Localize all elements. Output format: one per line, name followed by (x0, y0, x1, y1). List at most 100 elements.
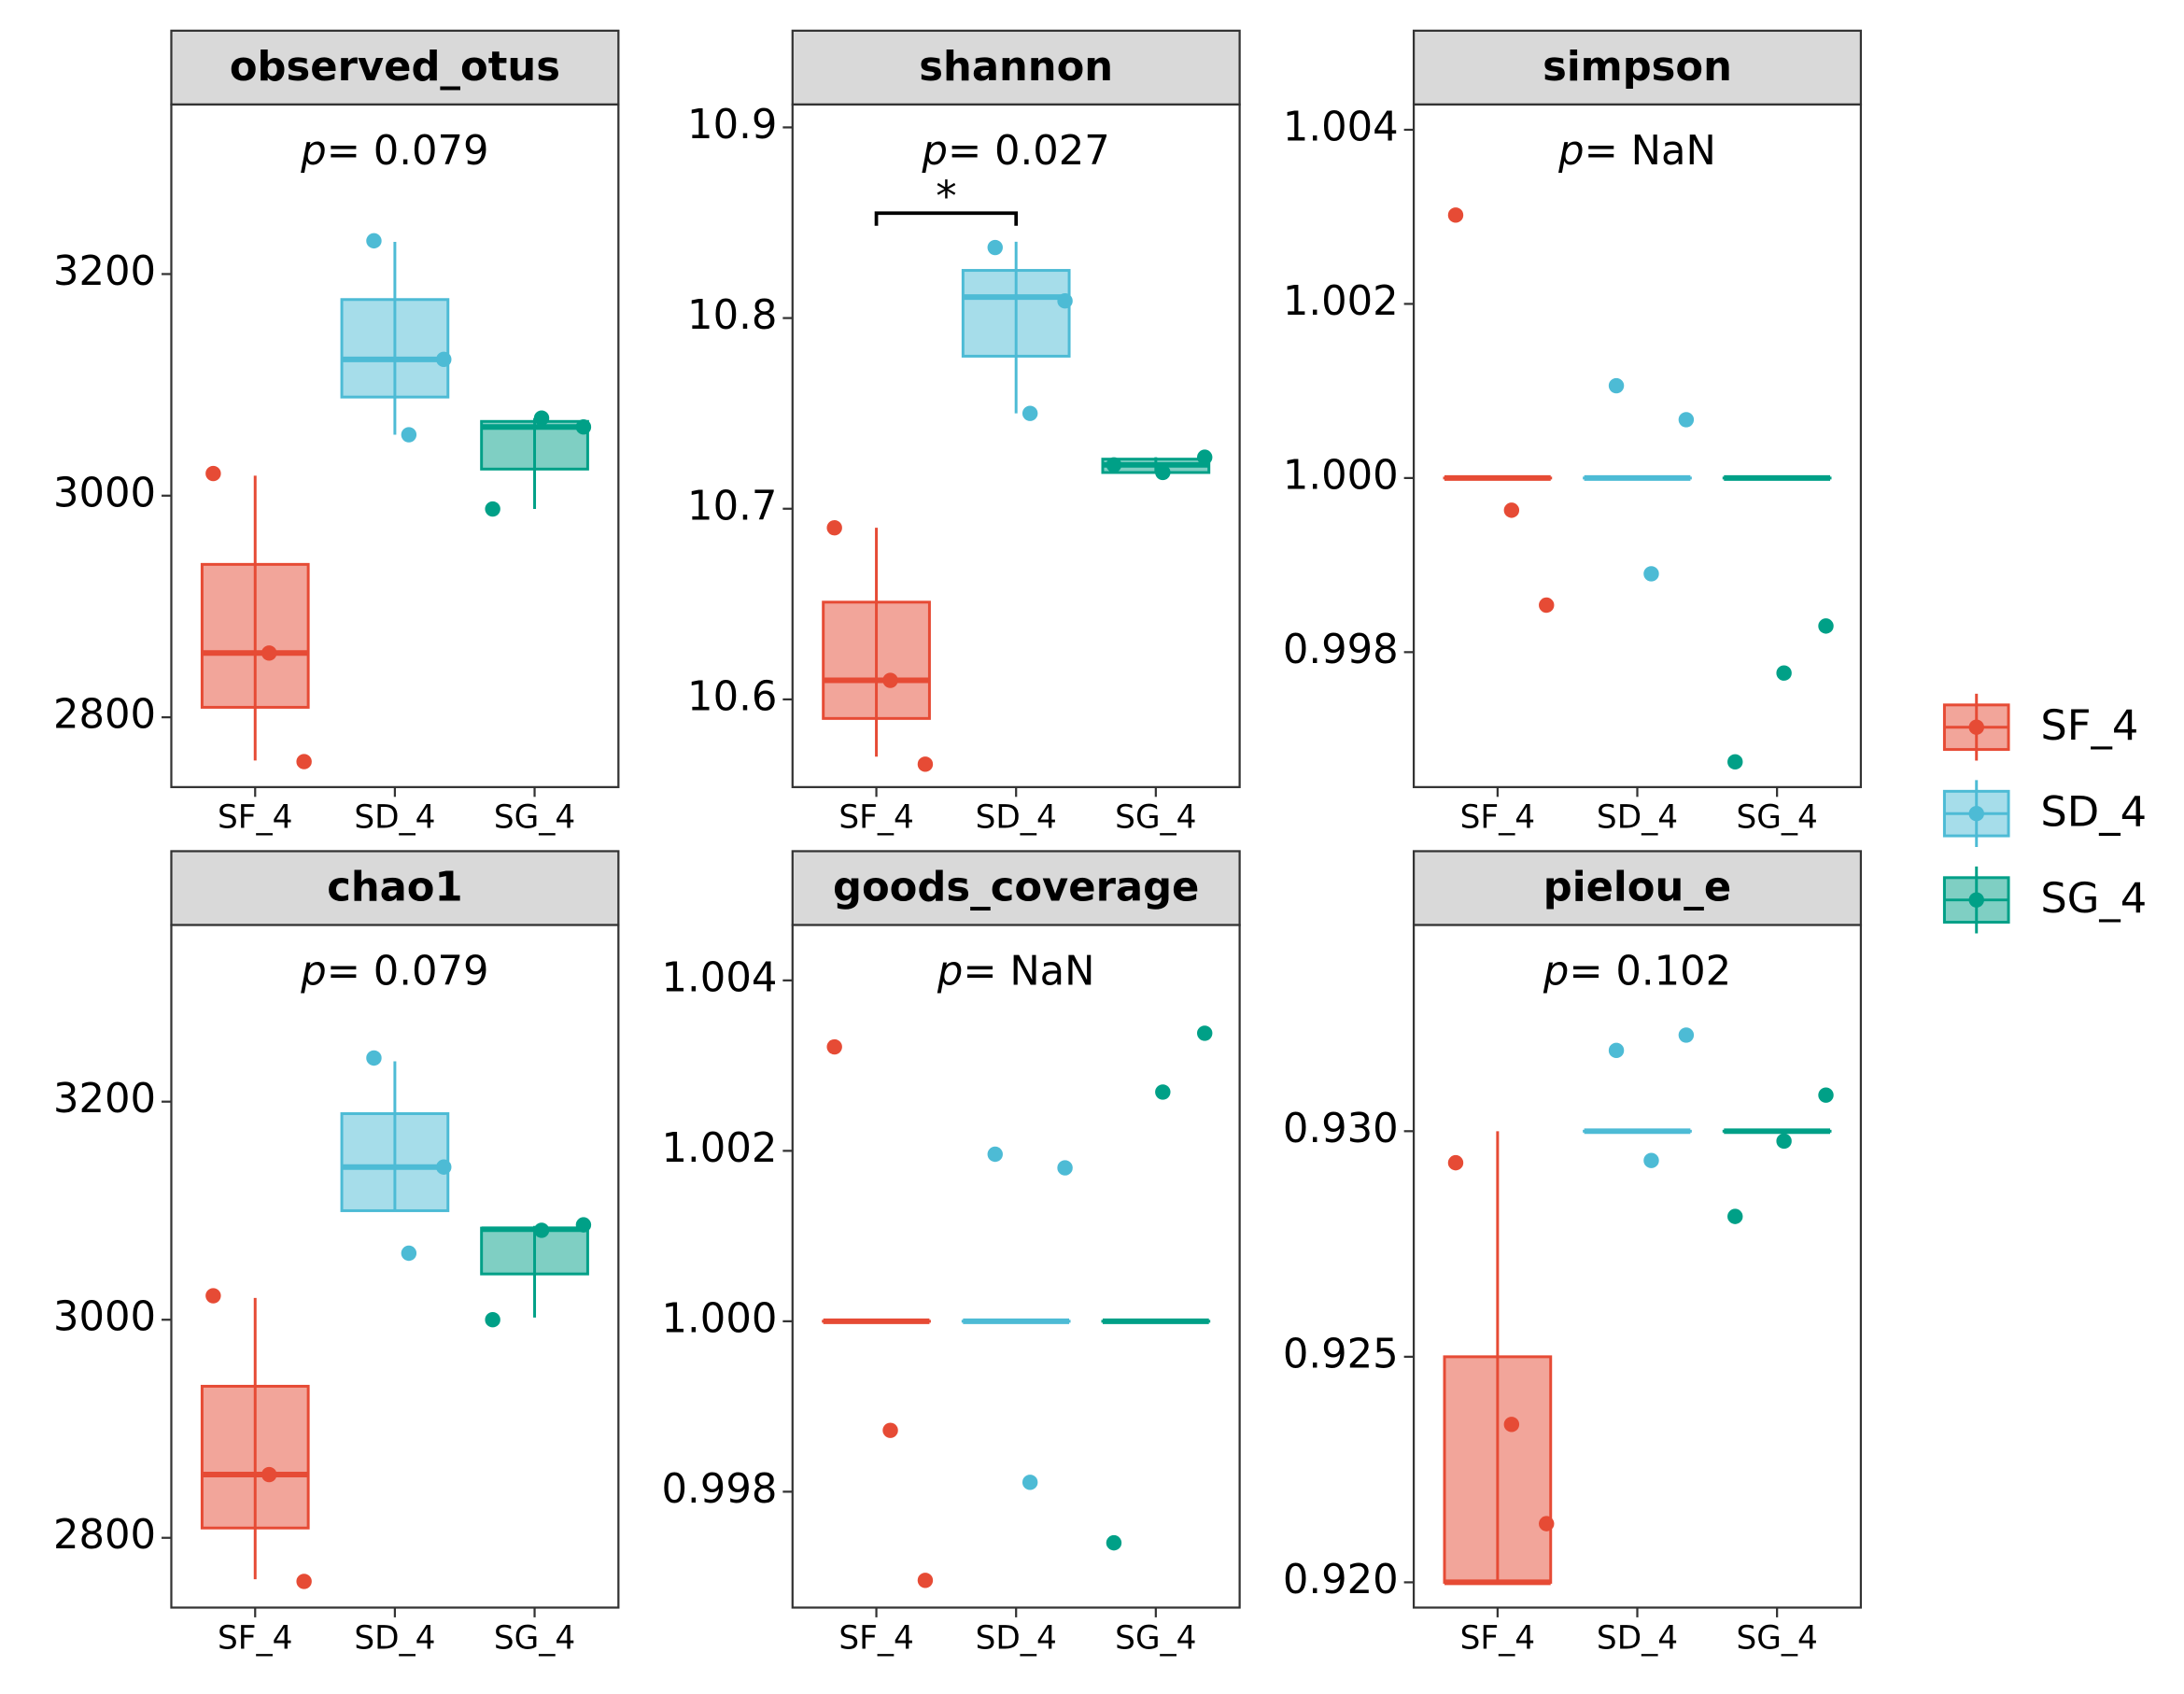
point (1776, 1133, 1792, 1150)
point (1503, 1417, 1520, 1433)
point (205, 465, 221, 482)
p-text: = 0.079 (327, 128, 489, 175)
point (1539, 1516, 1555, 1532)
y-tick-label: 0.998 (1283, 627, 1399, 673)
panel-title: pielou_e (1543, 865, 1731, 911)
legend-point (1968, 805, 1984, 822)
point (826, 519, 842, 536)
point (1643, 1152, 1659, 1168)
point (1608, 1042, 1625, 1059)
point (436, 1159, 452, 1175)
point (485, 501, 500, 517)
point (826, 1038, 842, 1055)
p-annotation: p= 0.027 (922, 128, 1110, 175)
point (261, 645, 277, 661)
box (822, 600, 931, 720)
significance-bracket (874, 211, 1019, 226)
point (205, 1288, 221, 1304)
point (1678, 412, 1695, 428)
y-tick-label: 2800 (53, 692, 156, 739)
point (1776, 665, 1792, 681)
panel-title: shannon (919, 44, 1113, 91)
point (575, 1217, 592, 1233)
y-tick-label: 1.000 (1283, 452, 1399, 499)
x-tick-label: SF_4 (218, 1619, 292, 1657)
strip (1412, 29, 1863, 106)
p-symbol: p (300, 128, 326, 175)
point (485, 1312, 500, 1328)
y-tick-label: 1.002 (662, 1125, 778, 1172)
y-tick-label: 0.925 (1283, 1331, 1399, 1377)
legend-point (1968, 892, 1984, 908)
point (1447, 207, 1464, 223)
x-tick-label: SF_4 (1460, 799, 1535, 837)
p-symbol: p (922, 128, 948, 175)
box (961, 269, 1071, 358)
strip (791, 29, 1241, 106)
x-tick-label: SD_4 (1597, 799, 1678, 837)
x-tick-label: SG_4 (1736, 799, 1817, 837)
y-tick-label: 10.9 (687, 102, 777, 148)
significance-label: * (936, 171, 956, 220)
x-tick-label: SD_4 (976, 799, 1057, 837)
p-text: = 0.027 (948, 128, 1110, 175)
point (1539, 597, 1555, 614)
point (533, 410, 550, 426)
y-tick-label: 1.000 (662, 1295, 778, 1342)
p-annotation: p= NaN (937, 948, 1095, 995)
y-tick-label: 3200 (53, 1076, 156, 1122)
point (533, 1222, 550, 1238)
p-annotation: p= 0.079 (300, 128, 488, 175)
point (1678, 1027, 1695, 1043)
p-text: = NaN (963, 948, 1094, 995)
point (1503, 502, 1520, 518)
legend-label: SD_4 (2040, 787, 2147, 837)
x-tick-label: SG_4 (494, 799, 575, 837)
box (200, 562, 310, 709)
p-text: = 0.102 (1569, 948, 1731, 995)
legend-point (1968, 719, 1984, 735)
point (1057, 1160, 1073, 1176)
point (1057, 293, 1073, 309)
y-tick-label: 0.920 (1283, 1557, 1399, 1603)
point (401, 427, 417, 443)
y-tick-label: 1.002 (1283, 278, 1399, 325)
point (917, 756, 934, 772)
x-tick-label: SF_4 (838, 799, 913, 837)
point (987, 239, 1003, 256)
point (1106, 457, 1122, 473)
x-tick-label: SD_4 (1597, 1619, 1678, 1657)
point (917, 1573, 934, 1588)
plot-area (791, 924, 1241, 1609)
plot-area (1412, 103, 1863, 788)
legend-label: SF_4 (2040, 700, 2138, 750)
x-tick-label: SG_4 (1736, 1619, 1817, 1657)
point (261, 1466, 277, 1483)
strip (1412, 850, 1863, 926)
p-symbol: p (300, 948, 326, 995)
p-text: = NaN (1585, 128, 1716, 175)
point (366, 233, 382, 249)
panel-title: observed_otus (230, 44, 560, 91)
point (1197, 449, 1213, 465)
panel-title: goods_coverage (833, 865, 1199, 911)
point (296, 754, 312, 769)
point (1818, 618, 1834, 634)
point (882, 1422, 898, 1438)
y-tick-label: 0.998 (662, 1466, 778, 1513)
point (1197, 1025, 1213, 1041)
x-tick-label: SD_4 (354, 1619, 435, 1657)
point (987, 1146, 1003, 1163)
point (1447, 1154, 1464, 1171)
y-tick-label: 3200 (53, 248, 156, 295)
y-tick-label: 10.7 (687, 483, 777, 529)
point (1022, 405, 1038, 421)
point (1155, 464, 1171, 481)
point (1727, 1208, 1743, 1224)
x-tick-label: SD_4 (354, 799, 435, 837)
p-annotation: p= 0.079 (300, 948, 488, 995)
point (366, 1050, 382, 1066)
strip (170, 29, 620, 106)
legend-label: SG_4 (2040, 873, 2147, 923)
x-tick-label: SG_4 (1115, 1619, 1196, 1657)
